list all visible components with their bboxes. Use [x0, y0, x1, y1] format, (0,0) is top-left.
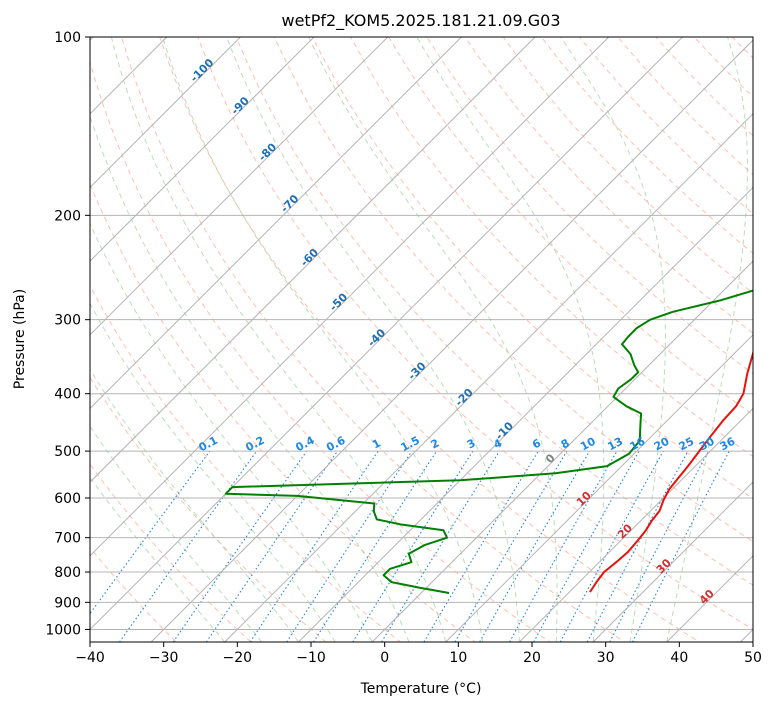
mixing-ratio-line	[352, 450, 474, 642]
isotherm-line	[90, 37, 315, 262]
y-tick-label: 600	[54, 491, 81, 507]
isotherm-line	[90, 37, 536, 483]
moist-adiabat-line	[162, 37, 484, 642]
x-axis: −40 −30 −20 −10 0 10 20 30 40 50	[75, 642, 762, 666]
dewpoint-profile-line	[224, 289, 753, 594]
x-tick-label: 0	[380, 650, 389, 666]
x-tick-label: −40	[75, 650, 105, 666]
isotherm-line	[445, 334, 753, 642]
isotherm-line	[90, 37, 389, 336]
dry-adiabat-line	[90, 60, 551, 642]
plot-frame	[89, 36, 754, 643]
dry-adiabat-line	[502, 37, 753, 294]
y-tick-label: 500	[54, 444, 81, 460]
grid-lines	[90, 37, 753, 642]
x-tick-label: −30	[149, 650, 179, 666]
isotherm-line	[90, 37, 242, 189]
mixing-ratio-label: 10	[578, 435, 598, 454]
mixing-ratio-line	[172, 450, 308, 642]
x-tick-label: −10	[296, 650, 326, 666]
mixing-ratio-line	[632, 450, 730, 642]
moist-adiabat-line	[416, 37, 605, 642]
isotherm-line	[592, 481, 753, 642]
moist-adiabat-line	[90, 425, 262, 642]
dry-adiabat-line	[90, 182, 476, 642]
mixing-ratio-line	[249, 450, 379, 642]
dry-adiabat-line	[90, 376, 327, 642]
isotherm-line	[371, 260, 753, 642]
moist-adiabat-line	[90, 368, 299, 642]
y-tick-label: 900	[54, 595, 81, 611]
mixing-ratio-line	[559, 450, 664, 642]
y-tick-label: 1000	[45, 622, 81, 638]
x-tick-label: 10	[449, 650, 467, 666]
mixing-ratio-line	[90, 450, 211, 615]
isotherm-line	[150, 39, 753, 642]
x-tick-label: 50	[744, 650, 762, 666]
y-tick-label: 100	[54, 30, 81, 46]
mixing-ratio-line	[509, 450, 618, 642]
mixing-ratio-label: 13	[605, 435, 625, 454]
x-tick-label: −20	[223, 650, 253, 666]
isotherm-line	[90, 37, 610, 557]
x-tick-label: 40	[670, 650, 688, 666]
moist-adiabat-line	[560, 37, 666, 642]
moist-adiabat-line	[226, 37, 520, 642]
mixing-ratio-label: 36	[718, 435, 738, 454]
chart-title: wetPf2_KOM5.2025.181.21.09.G03	[281, 11, 560, 31]
mixing-ratio-line	[313, 450, 438, 642]
mixing-ratio-line	[381, 450, 500, 642]
x-tick-label: 20	[523, 650, 541, 666]
thermo-background	[90, 37, 753, 642]
temperature-profile-line	[589, 349, 753, 593]
dry-adiabat-line	[388, 37, 753, 416]
y-tick-label: 400	[54, 387, 81, 403]
isotherm-line	[224, 113, 753, 642]
x-tick-label: 30	[597, 650, 615, 666]
mixing-ratio-label: 20	[652, 435, 672, 454]
mixing-ratio-line	[286, 450, 413, 642]
y-tick-label: 700	[54, 531, 81, 547]
y-axis-label: Pressure (hPa)	[12, 289, 28, 389]
isotherm-line	[297, 186, 753, 642]
moist-adiabat-line	[90, 114, 410, 642]
moist-adiabat-line	[90, 476, 226, 642]
moist-adiabat-line	[110, 37, 447, 642]
y-axis: 1000 900 800 700 600 500 400 300 200 100	[45, 30, 90, 638]
mixing-ratio-line	[205, 450, 338, 642]
mixing-ratio-line	[119, 450, 258, 642]
y-tick-label: 300	[54, 313, 81, 329]
mixing-ratio-line	[533, 450, 640, 642]
mixing-ratio-label: 25	[677, 435, 697, 454]
y-tick-label: 200	[54, 208, 81, 224]
dry-adiabat-line	[311, 37, 753, 500]
isotherm-line	[90, 37, 463, 410]
y-tick-label: 800	[54, 565, 81, 581]
moist-adiabat-line	[308, 37, 558, 642]
isotherm-line	[518, 407, 753, 642]
dry-adiabat-line	[426, 37, 753, 375]
mixing-ratio-label: 16	[628, 435, 648, 454]
mixing-ratio-label: 30	[697, 435, 717, 454]
isotherm-line	[90, 37, 684, 631]
dry-adiabat-line	[90, 284, 402, 642]
profile-lines	[224, 289, 753, 594]
x-axis-label: Temperature (°C)	[360, 681, 482, 697]
